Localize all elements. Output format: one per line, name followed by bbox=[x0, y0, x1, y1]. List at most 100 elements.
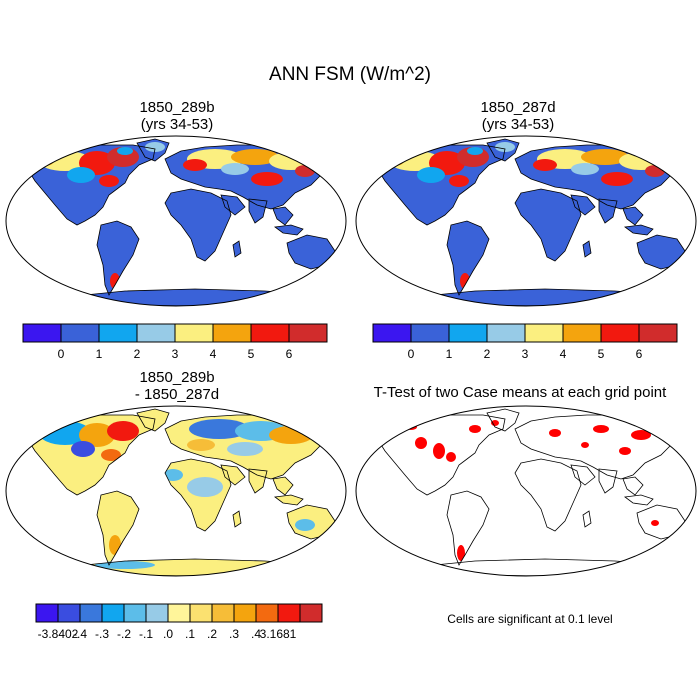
coastline-madagascar bbox=[232, 510, 242, 528]
value-patch bbox=[67, 167, 95, 183]
coastline-greenland bbox=[136, 408, 170, 432]
value-patch bbox=[467, 147, 483, 155]
land-south-america bbox=[97, 221, 139, 295]
coastline-madagascar bbox=[582, 240, 592, 258]
value-patch bbox=[145, 142, 165, 152]
colorbar-control: 0 1 2 3 4 5 6 bbox=[22, 323, 328, 361]
significant-cell bbox=[457, 545, 465, 561]
value-patch bbox=[581, 149, 629, 165]
map-frame bbox=[355, 135, 697, 307]
colorbar-box bbox=[189, 603, 213, 623]
colorbar-box bbox=[277, 603, 301, 623]
significant-cell bbox=[433, 443, 445, 459]
panel-title-difference-line2: - 1850_287d bbox=[134, 386, 220, 403]
significant-cell bbox=[651, 520, 659, 526]
land-south-america bbox=[97, 491, 139, 565]
colorbar-box bbox=[448, 323, 488, 343]
land-indonesia bbox=[275, 495, 303, 505]
value-patch bbox=[533, 159, 557, 171]
map-difference bbox=[5, 405, 347, 577]
land-africa bbox=[165, 189, 231, 261]
colorbar-box bbox=[57, 603, 81, 623]
colorbar-label: 2 bbox=[133, 347, 141, 361]
colorbar-box bbox=[79, 603, 103, 623]
coastline-south-america bbox=[446, 490, 490, 566]
colorbar-label: 6 bbox=[285, 347, 293, 361]
value-patch bbox=[79, 423, 115, 447]
land-indonesia bbox=[275, 225, 303, 235]
value-patch bbox=[571, 163, 599, 175]
colorbar-box bbox=[136, 323, 176, 343]
coastline-south-america bbox=[446, 220, 490, 296]
colorbar-label: 0 bbox=[57, 347, 65, 361]
value-patch bbox=[117, 147, 133, 155]
land-madagascar bbox=[233, 241, 241, 257]
coastline-south-america bbox=[96, 490, 140, 566]
colorbar-box bbox=[410, 323, 450, 343]
significant-cell bbox=[593, 425, 609, 433]
value-patch bbox=[601, 172, 633, 186]
land-madagascar bbox=[583, 241, 591, 257]
colorbar-box bbox=[22, 323, 62, 343]
panel-title-control-line1: 1850_289b bbox=[139, 99, 215, 116]
colorbar-box bbox=[35, 603, 59, 623]
panel-title-ttest-line1: T-Test of two Case means at each grid po… bbox=[373, 384, 667, 401]
land-southeast-asia bbox=[273, 477, 293, 495]
value-patch bbox=[187, 439, 215, 451]
colorbar-box bbox=[486, 323, 526, 343]
colorbar-label: 3 bbox=[521, 347, 529, 361]
coastline-south-america bbox=[96, 220, 140, 296]
value-patch bbox=[295, 519, 315, 531]
colorbar-label: .3 bbox=[228, 627, 240, 641]
value-patch bbox=[231, 149, 279, 165]
colorbar-label: 5 bbox=[597, 347, 605, 361]
colorbar-label: 6 bbox=[635, 347, 643, 361]
colorbar-label: -.2 bbox=[116, 627, 132, 641]
colorbar-label: 4 bbox=[209, 347, 217, 361]
land-south-america bbox=[447, 221, 489, 295]
coastline-greenland bbox=[486, 408, 520, 432]
land-indonesia bbox=[625, 225, 653, 235]
panel-title-ttest: T-Test of two Case means at each grid po… bbox=[350, 384, 690, 401]
colorbar-test: 0 1 2 3 4 5 6 bbox=[372, 323, 678, 361]
colorbar-label: -.3 bbox=[94, 627, 110, 641]
colorbar-box bbox=[372, 323, 412, 343]
value-patch bbox=[227, 442, 263, 456]
land-greenland bbox=[137, 409, 169, 431]
land-australia bbox=[637, 235, 685, 269]
colorbar-box bbox=[123, 603, 147, 623]
main-title: ANN FSM (W/m^2) bbox=[269, 64, 431, 85]
value-patch bbox=[449, 175, 469, 187]
value-patch bbox=[187, 477, 223, 497]
coastline-india bbox=[248, 198, 268, 224]
colorbar-box bbox=[174, 323, 214, 343]
colorbar-label: -.1 bbox=[138, 627, 154, 641]
coastline-indonesia bbox=[273, 494, 304, 506]
coastline-arabia bbox=[570, 194, 596, 216]
panel-title-test-line1: 1850_287d bbox=[480, 99, 556, 116]
coastline-southeast-asia bbox=[622, 206, 644, 226]
map-ttest bbox=[355, 405, 697, 577]
colorbar-difference: -3.8402 -.4 -.3 -.2 -.1 .0 .1 .2 .3 .4 3.1681 bbox=[35, 603, 323, 641]
colorbar-box bbox=[211, 603, 235, 623]
coastline-north-america bbox=[374, 144, 506, 226]
value-patch bbox=[163, 469, 183, 481]
coastline-southeast-asia bbox=[622, 476, 644, 496]
colorbar-box bbox=[600, 323, 640, 343]
colorbar-box bbox=[167, 603, 191, 623]
coastline-arabia bbox=[220, 194, 246, 216]
value-patch bbox=[101, 449, 121, 461]
coastline-madagascar bbox=[582, 510, 592, 528]
significant-cell bbox=[415, 437, 427, 449]
coastline-africa bbox=[164, 188, 232, 262]
colorbar-label: 0 bbox=[407, 347, 415, 361]
land-madagascar bbox=[233, 511, 241, 527]
coastline-indonesia bbox=[273, 224, 304, 236]
colorbar-box bbox=[524, 323, 564, 343]
value-patch bbox=[35, 152, 55, 166]
coastline-indonesia bbox=[623, 494, 654, 506]
coastline-arabia bbox=[220, 464, 246, 486]
colorbar-boxes bbox=[35, 603, 323, 623]
colorbar-label: 1 bbox=[445, 347, 453, 361]
